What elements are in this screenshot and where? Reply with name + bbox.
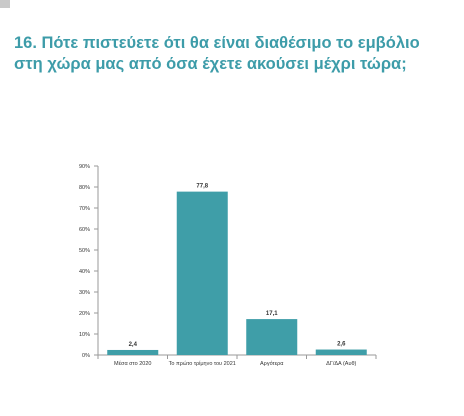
x-tick-label: Αργότερα [260, 360, 284, 367]
y-tick-label: 20% [79, 311, 90, 317]
x-tick-label: Μέσα στο 2020 [114, 360, 151, 367]
bar-value-label: 2,6 [337, 342, 346, 348]
y-tick-label: 80% [79, 185, 90, 191]
x-tick-label: Το πρώτο τρίμηνο του 2021 [169, 360, 236, 367]
y-tick-label: 90% [79, 164, 90, 170]
corner-mark [0, 0, 10, 8]
y-tick-label: 0% [82, 353, 90, 359]
y-tick-label: 10% [79, 332, 90, 338]
bar [176, 191, 228, 355]
bar-value-label: 17,1 [266, 311, 278, 317]
y-tick-label: 50% [79, 248, 90, 254]
y-tick-label: 30% [79, 290, 90, 296]
y-tick-label: 60% [79, 227, 90, 233]
bar-value-label: 2,4 [129, 342, 138, 348]
page-title: 16. Πότε πιστεύετε ότι θα είναι διαθέσιμ… [14, 33, 454, 75]
x-tick-label: ΔΓ/ΔΑ (Αυθ) [326, 361, 356, 367]
title-line-2: στη χώρα μας από όσα έχετε ακούσει μέχρι… [14, 55, 407, 73]
bar-value-label: 77,8 [196, 184, 208, 190]
y-tick-label: 40% [79, 269, 90, 275]
bar [315, 349, 367, 355]
bar [246, 319, 298, 355]
bar [107, 349, 159, 355]
title-line-1: 16. Πότε πιστεύετε ότι θα είναι διαθέσιμ… [14, 34, 420, 52]
y-tick-label: 70% [79, 206, 90, 212]
